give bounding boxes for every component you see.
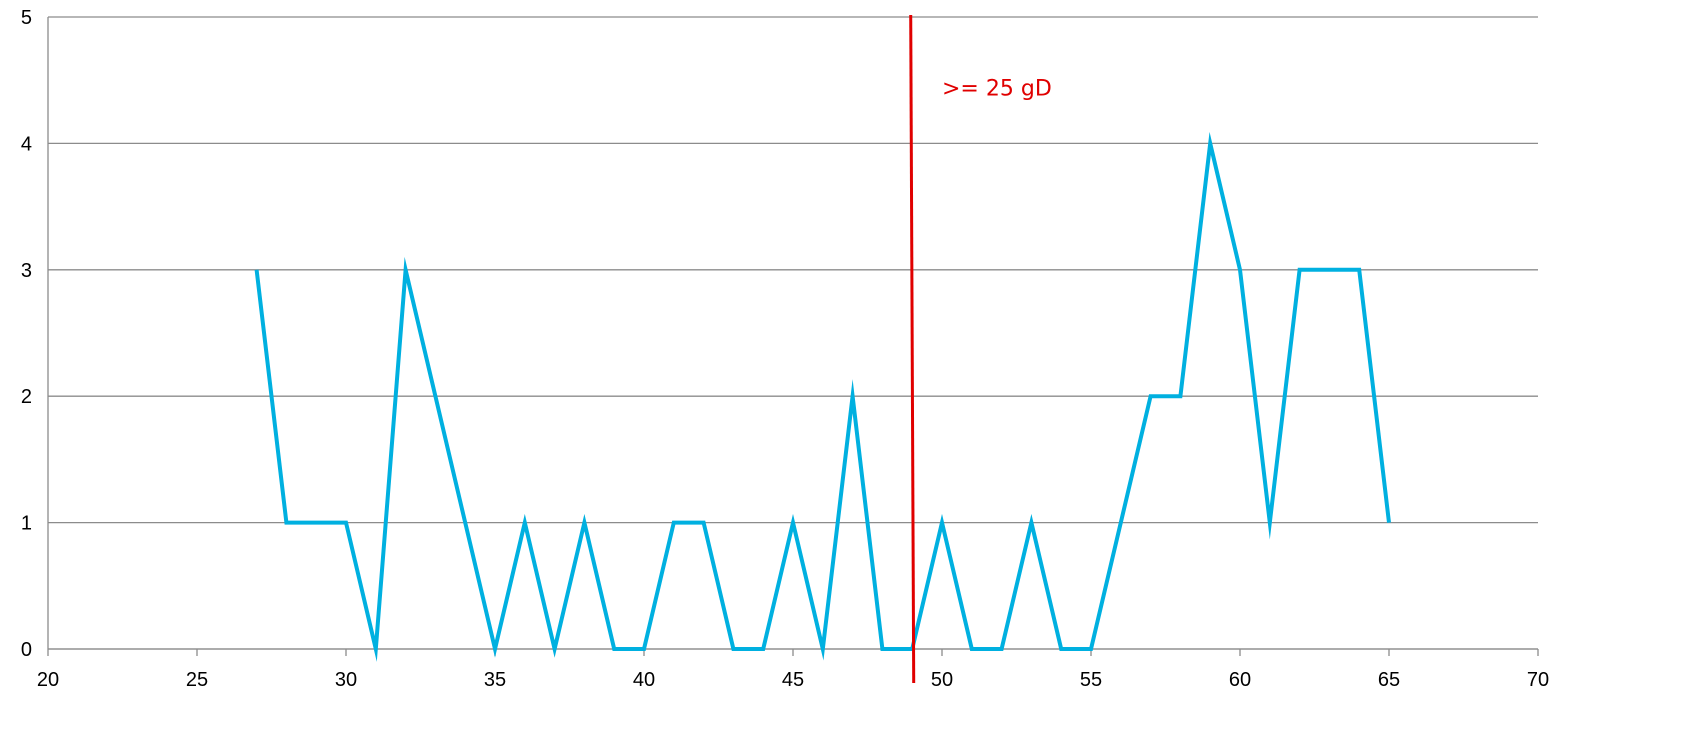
series-line-0: [254, 131, 1391, 662]
axes: [47, 17, 1539, 656]
x-tick-label: 25: [186, 669, 208, 691]
y-tick-label: 2: [21, 386, 32, 408]
x-tick-label: 65: [1378, 669, 1400, 691]
data-series: [254, 131, 1391, 662]
reference-line-label: >= 25 gD: [942, 76, 1052, 101]
x-tick-label: 30: [335, 669, 357, 691]
x-tick-labels: 20 25 30 35 40 45 50 55 60 65 70: [37, 669, 1549, 691]
reference-line-group: >= 25 gD: [909, 14, 1052, 684]
y-tick-labels: 0 1 2 3 4 5: [21, 7, 32, 661]
x-tick-label: 35: [484, 669, 506, 691]
x-tick-label: 60: [1229, 669, 1251, 691]
x-tick-label: 45: [782, 669, 804, 691]
x-tick-label: 55: [1080, 669, 1102, 691]
y-tick-label: 1: [21, 513, 32, 535]
x-tick-label: 20: [37, 669, 59, 691]
y-tick-label: 4: [21, 133, 32, 155]
x-tick-label: 40: [633, 669, 655, 691]
x-tick-label: 50: [931, 669, 953, 691]
reference-line: [909, 14, 916, 684]
grid-lines: [48, 16, 1538, 650]
y-tick-label: 3: [21, 260, 32, 282]
y-tick-label: 0: [21, 639, 32, 661]
x-tick-label: 70: [1527, 669, 1549, 691]
y-tick-label: 5: [21, 7, 32, 29]
